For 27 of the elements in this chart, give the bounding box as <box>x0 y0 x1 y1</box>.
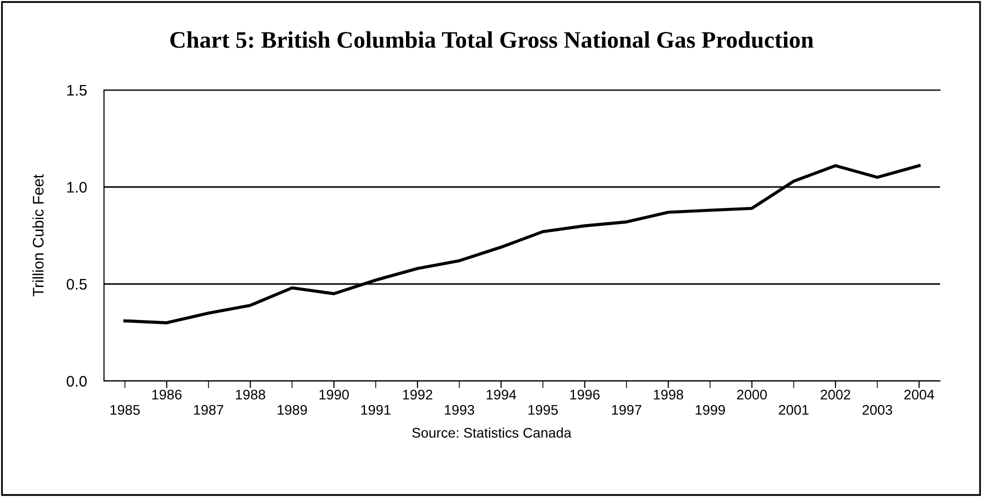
x-tick-label: 1999 <box>696 404 725 415</box>
source-note: Source: Statistics Canada <box>412 428 572 438</box>
x-tick-label: 1988 <box>236 390 266 400</box>
x-tick-label: 1996 <box>570 390 600 400</box>
x-tick-label: 2002 <box>820 390 850 400</box>
x-tick-label: 1986 <box>152 390 182 400</box>
x-tick-label: 1987 <box>194 404 224 415</box>
x-tick-label: 2003 <box>862 404 892 415</box>
x-tick-label: 1990 <box>320 390 349 400</box>
x-tick-label: 1985 <box>110 404 140 415</box>
y-axis-title: Trillion Cubic Feet <box>32 174 44 296</box>
y-tick-label: 0.5 <box>66 278 87 290</box>
x-tick-label: 1992 <box>403 390 432 400</box>
y-tick-label: 0.0 <box>66 376 87 387</box>
x-tick-label: 2000 <box>737 390 767 400</box>
x-tick-label: 1998 <box>654 390 684 400</box>
x-tick-label: 1994 <box>486 390 516 400</box>
x-tick-label: 1991 <box>361 404 390 415</box>
x-tick-label: 1995 <box>528 404 558 415</box>
x-tick-label: 1989 <box>278 404 307 415</box>
x-tick-label: 1993 <box>444 404 474 415</box>
y-tick-label: 1.5 <box>67 85 87 96</box>
x-tick-label: 2001 <box>778 404 808 415</box>
chart-title: Chart 5: British Columbia Total Gross National Gas Production <box>170 31 814 48</box>
x-tick-label: 2004 <box>904 390 934 400</box>
x-tick-label: 1997 <box>612 404 642 415</box>
y-tick-label: 1.0 <box>67 182 87 193</box>
